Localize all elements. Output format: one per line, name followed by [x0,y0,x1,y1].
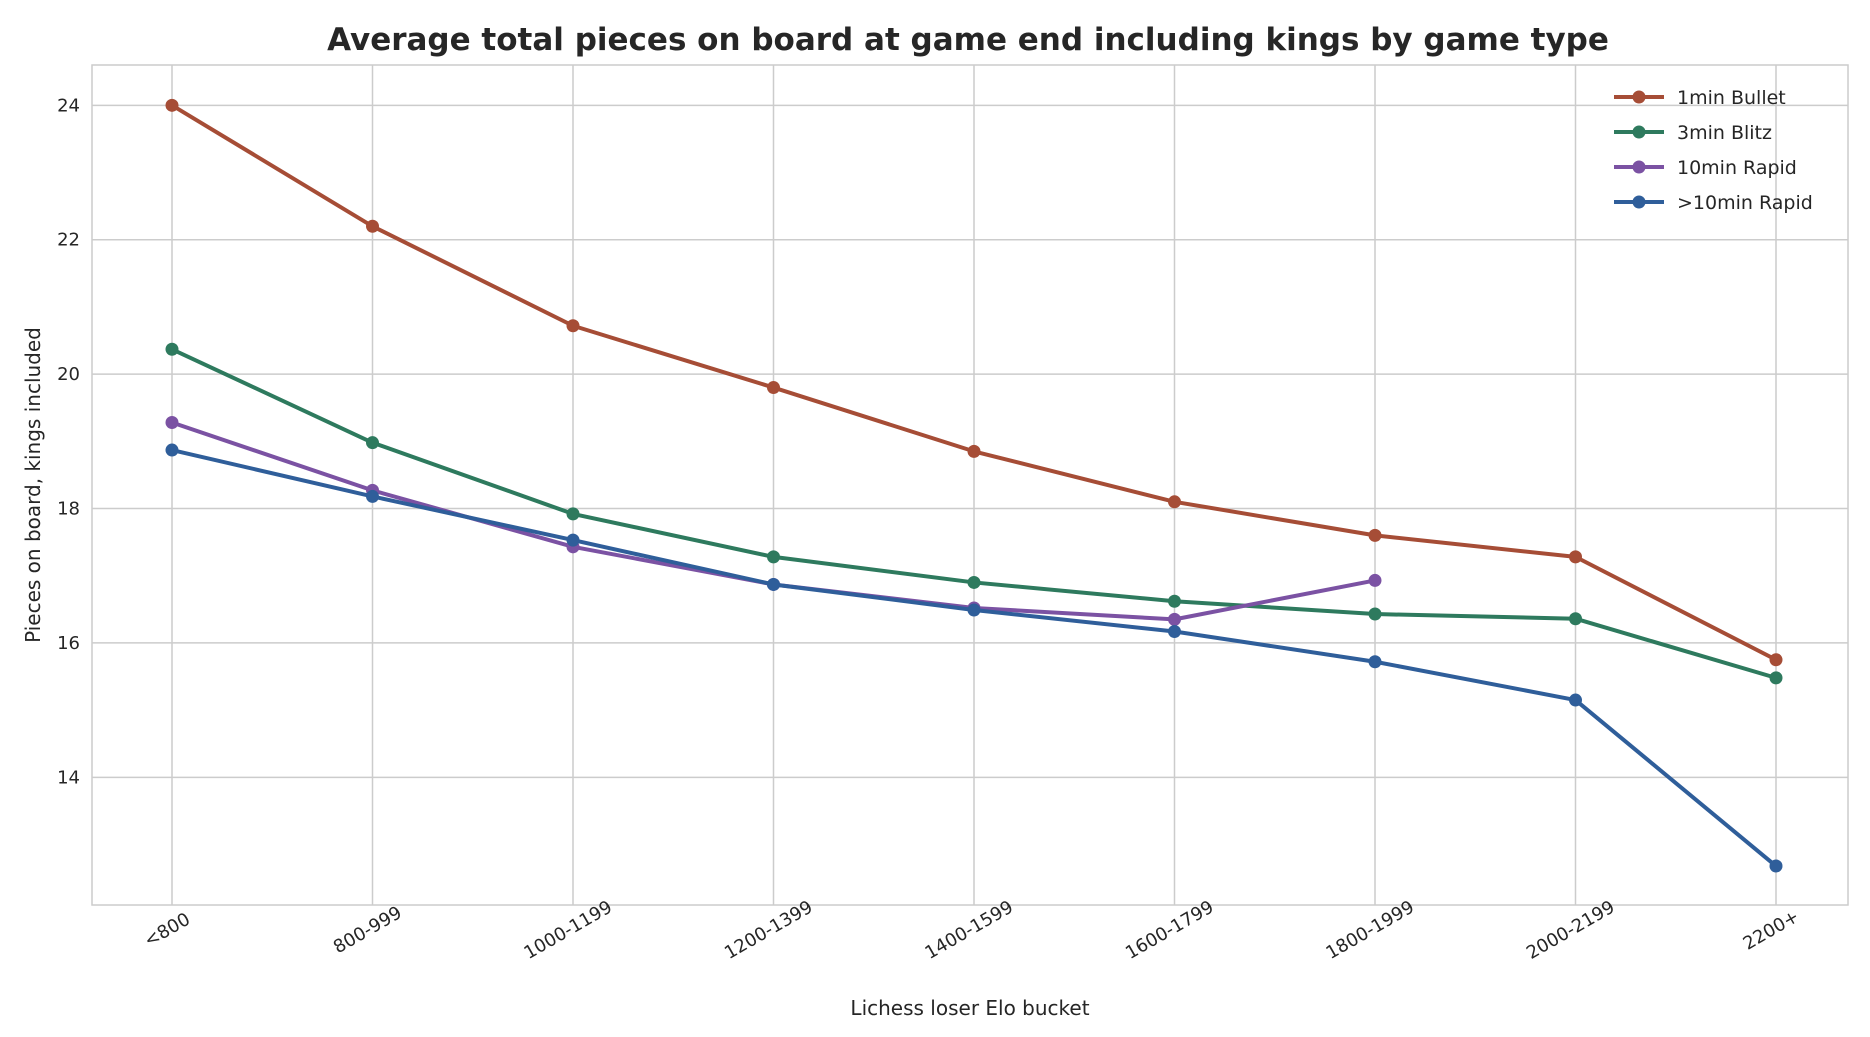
data-point [767,577,780,591]
x-axis-label: Lichess loser Elo bucket [850,996,1089,1020]
y-tick-label: 14 [57,767,80,788]
y-tick-label: 20 [57,364,80,385]
y-tick-labels: 14 16 18 20 22 24 [57,95,80,788]
data-point [366,219,379,233]
data-point [1569,550,1582,564]
data-point [1368,655,1382,669]
y-axis-label: Pieces on board, kings included [21,327,45,643]
legend-marker [1632,160,1646,174]
data-point [165,416,179,430]
y-tick-label: 24 [57,95,80,116]
legend-label: >10min Rapid [1677,192,1813,214]
data-point [165,443,179,457]
legend-marker [1632,90,1646,104]
data-point [1769,653,1783,667]
data-point [1168,594,1181,608]
data-point [566,319,580,333]
data-point [767,550,780,564]
chart-title: Average total pieces on board at game en… [327,22,1609,58]
series-group [165,342,1783,685]
data-point [767,381,780,395]
data-point [1368,573,1382,587]
legend-marker [1632,195,1646,209]
data-point [967,444,981,458]
series-group [165,98,1783,667]
data-point [1368,528,1382,542]
grid [92,65,1848,905]
data-point [366,489,379,503]
y-tick-label: 18 [57,499,80,520]
legend-label: 10min Rapid [1677,157,1797,179]
data-point [366,436,379,450]
data-point [566,507,580,521]
data-point [566,533,580,547]
legend-marker [1632,125,1646,139]
data-point [165,98,179,112]
data-point [1769,671,1783,685]
series-layer [165,98,1783,873]
data-point [165,342,179,356]
data-point [1569,612,1582,626]
data-point [1368,607,1382,621]
data-point [1569,693,1582,707]
data-point [1168,495,1181,509]
data-point [967,603,981,617]
legend-label: 1min Bullet [1677,87,1786,109]
legend-label: 3min Blitz [1677,122,1772,144]
data-point [967,575,981,589]
legend: 1min Bullet 3min Blitz 10min Rapid >10min R… [1614,87,1813,214]
data-point [1168,612,1181,626]
y-tick-label: 22 [57,230,80,251]
data-point [1769,859,1783,873]
y-tick-label: 16 [57,633,80,654]
series-group [165,443,1783,873]
data-point [1168,624,1181,638]
plot-frame [91,64,1849,906]
